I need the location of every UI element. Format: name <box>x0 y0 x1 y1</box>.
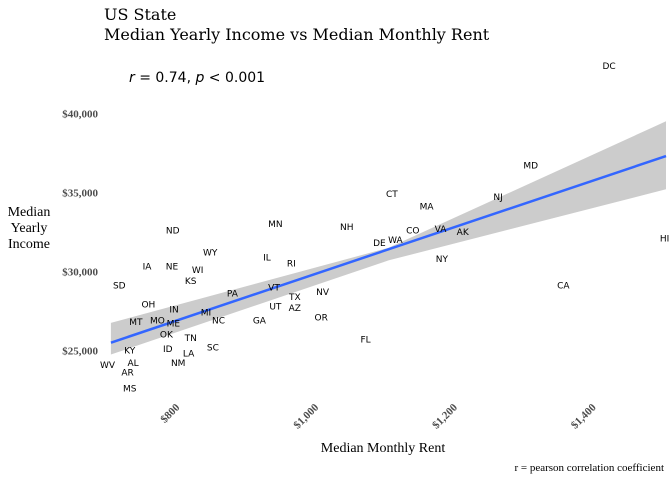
state-point-ct: CT <box>386 190 398 200</box>
y-axis-ticks: $25,000 $30,000 $35,000 $40,000 <box>62 108 98 357</box>
state-point-mn: MN <box>268 220 283 230</box>
x-axis-ticks: $800 $1,000 $1,200 $1,400 <box>158 401 599 431</box>
state-point-ar: AR <box>121 369 133 379</box>
state-point-mi: MI <box>201 309 211 319</box>
state-point-sc: SC <box>207 343 219 353</box>
regression-line <box>110 154 667 344</box>
state-point-wi: WI <box>192 266 204 276</box>
state-point-md: MD <box>523 162 538 172</box>
state-point-tn: TN <box>184 334 197 344</box>
state-point-oh: OH <box>141 301 155 311</box>
state-point-az: AZ <box>289 304 301 314</box>
y-tick-label: $35,000 <box>62 187 98 199</box>
chart-subtitle: Median Yearly Income vs Median Monthly R… <box>104 25 490 44</box>
y-tick-label: $40,000 <box>62 108 98 120</box>
state-point-wv: WV <box>100 361 116 371</box>
correlation-annotation: r = 0.74, p < 0.001 <box>129 70 265 86</box>
x-tick-label: $800 <box>158 401 182 425</box>
state-point-ne: NE <box>166 263 179 273</box>
state-point-ak: AK <box>457 228 470 238</box>
state-point-tx: TX <box>288 293 301 303</box>
state-point-nh: NH <box>340 223 354 233</box>
annotation-p-value: < 0.001 <box>204 70 265 86</box>
y-axis-label-line-3: Income <box>8 237 50 252</box>
state-point-nv: NV <box>316 288 330 298</box>
chart-title: US State <box>104 5 176 24</box>
chart-caption: r = pearson correlation coefficient <box>514 462 664 474</box>
x-tick-label: $1,000 <box>291 401 321 431</box>
state-point-hi: HI <box>660 234 669 244</box>
state-point-id: ID <box>163 345 173 355</box>
x-tick-label: $1,400 <box>569 401 599 431</box>
y-axis-label-line-2: Yearly <box>11 221 48 236</box>
y-tick-label: $25,000 <box>62 346 98 358</box>
state-point-dc: DC <box>602 62 615 72</box>
state-point-nc: NC <box>212 317 225 327</box>
state-point-nj: NJ <box>493 193 502 203</box>
state-point-il: IL <box>263 253 271 263</box>
x-axis-label: Median Monthly Rent <box>321 441 446 456</box>
state-point-la: LA <box>183 350 195 360</box>
y-tick-label: $30,000 <box>62 267 98 279</box>
state-point-wy: WY <box>203 249 218 259</box>
x-tick-label: $1,200 <box>430 401 460 431</box>
state-point-ri: RI <box>287 260 296 270</box>
state-point-ma: MA <box>420 203 435 213</box>
state-point-ca: CA <box>557 282 570 292</box>
state-point-pa: PA <box>227 290 239 300</box>
state-point-me: ME <box>167 320 181 330</box>
annotation-r-label: r <box>129 70 136 86</box>
regression-line-layer <box>110 154 667 344</box>
state-point-in: IN <box>169 305 178 315</box>
state-point-ky: KY <box>124 347 136 357</box>
y-axis-label-line-1: Median <box>8 205 51 220</box>
state-point-va: VA <box>435 225 448 235</box>
state-point-mt: MT <box>129 318 143 328</box>
state-point-al: AL <box>128 359 139 369</box>
state-point-ks: KS <box>185 277 197 287</box>
state-point-nm: NM <box>171 359 186 369</box>
state-point-or: OR <box>315 313 328 323</box>
state-point-mo: MO <box>150 317 165 327</box>
annotation-p-label: p <box>194 70 204 86</box>
annotation-r-value: = 0.74, <box>135 70 196 86</box>
state-point-fl: FL <box>360 336 370 346</box>
state-point-ok: OK <box>160 331 174 341</box>
state-point-ny: NY <box>436 255 449 265</box>
state-point-wa: WA <box>388 236 403 246</box>
state-point-ga: GA <box>253 317 267 327</box>
state-point-de: DE <box>373 239 386 249</box>
state-point-vt: VT <box>268 283 280 293</box>
state-point-nd: ND <box>166 226 180 236</box>
state-point-ms: MS <box>123 385 137 395</box>
state-point-ia: IA <box>143 263 153 273</box>
state-point-ut: UT <box>269 302 282 312</box>
state-point-co: CO <box>406 226 419 236</box>
state-point-sd: SD <box>113 282 126 292</box>
